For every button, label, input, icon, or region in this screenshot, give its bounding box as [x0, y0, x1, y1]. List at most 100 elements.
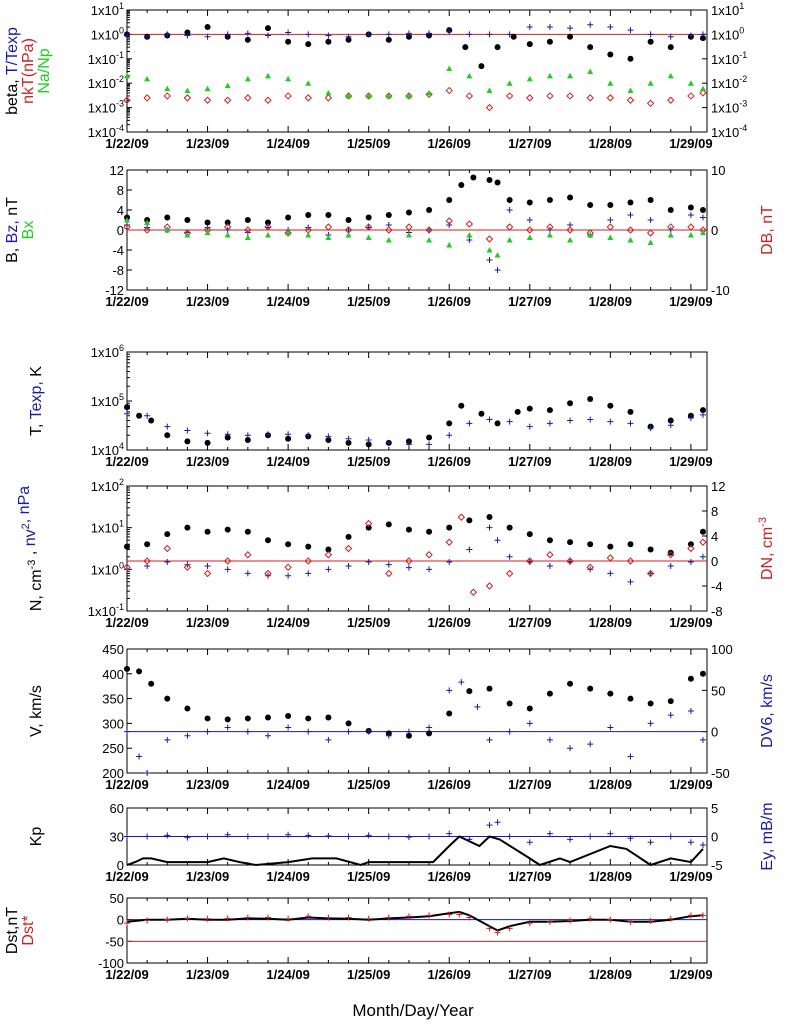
data-point	[546, 197, 553, 203]
data-point	[667, 833, 674, 840]
data-point	[506, 418, 513, 425]
data-point	[667, 33, 674, 40]
x-tick-label: 1/24/09	[266, 294, 309, 309]
data-point	[124, 404, 130, 411]
data-point	[626, 557, 635, 565]
y-tick-label: 400	[102, 667, 124, 682]
data-point	[385, 36, 392, 43]
data-point	[305, 432, 312, 439]
data-point	[587, 416, 594, 423]
x-axis-label: Month/Day/Year	[352, 1001, 474, 1020]
data-point	[364, 519, 373, 528]
data-point	[647, 38, 654, 45]
data-point	[304, 94, 312, 102]
data-point	[164, 736, 171, 743]
data-point	[224, 566, 231, 573]
data-point	[486, 87, 493, 94]
data-point	[285, 214, 292, 221]
data-point	[164, 227, 171, 233]
data-point	[164, 85, 171, 92]
y-tick-label: 1x100	[711, 25, 744, 42]
y-tick-label: 1x10-3	[88, 99, 124, 116]
data-point	[124, 32, 130, 39]
data-point	[244, 551, 252, 559]
data-point	[305, 31, 312, 38]
data-point	[526, 94, 534, 102]
y-axis-label-part: Texp,	[28, 381, 45, 423]
y-axis-label-part: Bx	[20, 221, 37, 240]
y-tick-label: 0	[117, 913, 124, 928]
data-point	[325, 433, 332, 440]
y-tick-label: -4	[711, 579, 723, 594]
data-point	[285, 431, 292, 438]
y-tick-label: 12	[110, 163, 124, 178]
plot-frame	[126, 351, 708, 451]
data-point	[546, 918, 553, 925]
data-point	[458, 402, 465, 409]
data-point	[446, 65, 453, 72]
data-point	[345, 435, 352, 442]
data-point	[345, 232, 352, 238]
data-point	[183, 94, 192, 102]
data-point	[136, 753, 143, 760]
data-point	[244, 226, 252, 234]
plot-frame	[126, 897, 708, 964]
data-point	[184, 915, 191, 922]
data-point	[204, 219, 211, 226]
y-tick-label: 1x101	[91, 1, 124, 18]
data-point	[687, 80, 694, 86]
data-point	[667, 563, 674, 570]
x-tick-label: 1/24/09	[266, 967, 309, 982]
data-point	[244, 715, 251, 722]
data-point	[183, 563, 192, 571]
data-point	[466, 836, 473, 843]
data-point	[647, 31, 654, 38]
data-point	[244, 436, 251, 443]
data-point	[687, 544, 695, 553]
data-point	[163, 544, 171, 553]
data-point	[607, 418, 614, 425]
x-tick-label: 1/23/09	[186, 136, 229, 151]
data-point	[163, 92, 171, 100]
data-point	[587, 68, 594, 75]
data-point	[244, 234, 251, 240]
panel-kp: 0 30 60 -5 0 5 1/22/09 1/23/09 1/24/09 1/25/09 1/2…	[28, 801, 776, 884]
data-point	[123, 96, 131, 104]
data-point	[465, 92, 474, 100]
data-point	[667, 915, 674, 922]
data-point	[646, 569, 655, 578]
y-tick-label: 1x10-3	[711, 99, 747, 116]
x-tick-label: 1/28/09	[589, 454, 632, 469]
x-tick-label: 1/28/09	[589, 869, 632, 884]
data-point	[345, 833, 352, 840]
data-point	[264, 572, 271, 579]
y-tick-label: 1x102	[91, 477, 124, 494]
series-red	[124, 911, 706, 936]
data-point	[627, 199, 634, 206]
data-point	[546, 690, 553, 697]
data-point	[506, 833, 513, 840]
data-point	[204, 229, 211, 235]
data-point	[699, 842, 706, 849]
data-point	[426, 730, 433, 737]
data-point	[244, 217, 251, 223]
y-axis-label-part: N, cm-3 ,	[22, 551, 45, 611]
data-point	[627, 835, 634, 842]
data-point	[224, 82, 231, 89]
data-point	[325, 736, 332, 743]
data-point	[224, 526, 231, 533]
data-point	[204, 915, 211, 922]
data-point	[224, 724, 231, 731]
data-point	[586, 94, 594, 102]
data-point	[607, 80, 614, 86]
data-point	[345, 227, 352, 233]
right-y-axis-label-part: DV6, km/s	[759, 674, 776, 748]
data-point	[124, 665, 130, 672]
data-point	[587, 44, 594, 51]
data-point	[324, 551, 333, 559]
data-point	[446, 420, 453, 427]
data-point	[426, 237, 433, 243]
x-tick-label: 1/23/09	[186, 777, 229, 792]
data-point	[587, 21, 594, 28]
data-point	[204, 430, 211, 437]
